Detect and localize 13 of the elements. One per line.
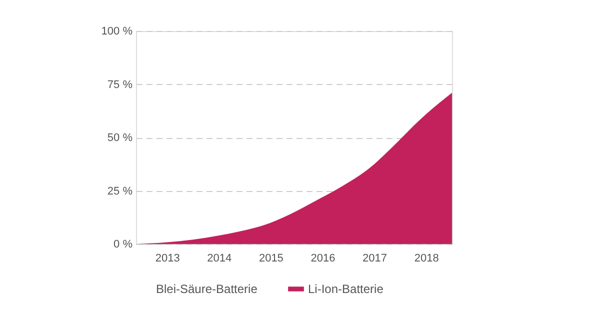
x-tick-label: 2017 bbox=[362, 252, 388, 264]
y-tick-label: 50 % bbox=[107, 132, 133, 144]
y-tick-label: 100 % bbox=[101, 26, 133, 38]
legend-label: Li-Ion-Batterie bbox=[308, 282, 384, 296]
x-tick-label: 2018 bbox=[414, 252, 439, 264]
y-tick-label: 0 % bbox=[114, 238, 133, 250]
text: Blei-Säure-Batterie bbox=[156, 282, 258, 296]
y-tick-label: 25 % bbox=[107, 185, 133, 198]
x-tick-label: 2015 bbox=[258, 252, 284, 264]
y-tick-label: 75 % bbox=[107, 78, 133, 91]
x-tick-label: 2014 bbox=[207, 252, 232, 264]
x-tick-label: 2016 bbox=[310, 252, 336, 264]
x-tick-label: 2013 bbox=[155, 252, 180, 264]
